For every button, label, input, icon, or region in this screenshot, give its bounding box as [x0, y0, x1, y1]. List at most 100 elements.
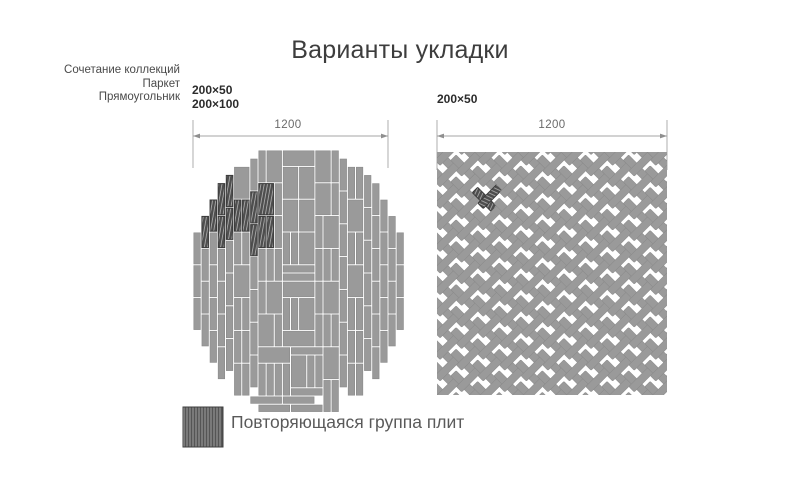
- herringbone-plank: [602, 403, 629, 430]
- herringbone-plank: [478, 117, 505, 144]
- herringbone-plank: [710, 327, 737, 354]
- herringbone-plank: [710, 392, 737, 419]
- herringbone-plank: [494, 112, 521, 139]
- herringbone-plank: [731, 360, 758, 387]
- herringbone-plank: [429, 425, 456, 452]
- herringbone-plank: [413, 106, 440, 133]
- spec-value-parquet: 200×50: [192, 83, 233, 97]
- herringbone-plank: [494, 414, 521, 441]
- herringbone-plank: [737, 246, 764, 273]
- parquet-tile: [396, 265, 404, 298]
- parquet-tile: [258, 404, 290, 412]
- herringbone-plank: [537, 392, 564, 395]
- herringbone-plank: [710, 155, 737, 182]
- herringbone-plank: [688, 144, 715, 171]
- herringbone-plank: [694, 95, 721, 122]
- parquet-tile: [372, 347, 380, 380]
- herringbone-plank: [521, 95, 548, 122]
- parquet-tile: [234, 363, 242, 396]
- herringbone-plank: [672, 365, 699, 392]
- herringbone-plank: [386, 187, 413, 214]
- parquet-tile: [299, 232, 315, 265]
- herringbone-plank: [515, 425, 542, 452]
- parquet-tile: [372, 216, 380, 248]
- parquet-tile: [226, 273, 234, 306]
- herringbone-plank: [731, 187, 758, 214]
- herringbone-plank: [408, 176, 435, 203]
- parquet-tile: [282, 298, 291, 330]
- parquet-tile: [250, 322, 258, 355]
- parquet-tile: [347, 330, 356, 363]
- panel-random-parquet: [193, 150, 404, 412]
- parquet-tile: [331, 150, 339, 183]
- herringbone-plank: [408, 112, 435, 139]
- herringbone-plank: [715, 192, 742, 219]
- parquet-tile: [234, 265, 250, 298]
- herringbone-plank: [564, 152, 591, 166]
- repeating-group-tile: [209, 199, 218, 232]
- herringbone-plank: [715, 128, 742, 155]
- herringbone-plank: [715, 451, 742, 478]
- parquet-tile: [347, 232, 356, 265]
- parquet-tile: [331, 183, 339, 216]
- herringbone-plank: [559, 101, 586, 128]
- parquet-tile: [323, 380, 331, 412]
- herringbone-plank: [386, 166, 413, 193]
- parquet-tile: [217, 248, 226, 281]
- herringbone-plank: [521, 152, 548, 166]
- parquet-tile: [290, 355, 307, 388]
- herringbone-plank: [731, 209, 758, 236]
- herringbone-plank: [392, 333, 419, 360]
- herringbone-plank: [731, 468, 758, 495]
- herringbone-plank: [437, 300, 440, 328]
- herringbone-plank: [408, 241, 435, 268]
- dimension-line-left: [192, 120, 389, 168]
- herringbone-plank: [494, 457, 521, 484]
- herringbone-plank: [710, 284, 737, 311]
- parquet-tile: [282, 330, 315, 347]
- parquet-tile: [364, 240, 372, 273]
- herringbone-plank: [694, 225, 721, 252]
- repeating-group-tile: [217, 183, 226, 216]
- parquet-tile: [331, 248, 339, 281]
- herringbone-plank: [537, 457, 564, 484]
- herringbone-plank: [737, 440, 764, 467]
- herringbone-plank: [694, 139, 721, 166]
- herringbone-plank: [737, 376, 764, 403]
- parquet-tile: [282, 150, 315, 166]
- herringbone-plank: [408, 284, 435, 311]
- parquet-tile: [242, 330, 250, 363]
- herringbone-plank: [437, 343, 440, 371]
- herringbone-plank: [737, 354, 764, 381]
- herringbone-plank: [672, 343, 699, 370]
- herringbone-plank: [580, 435, 607, 462]
- herringbone-plank: [710, 198, 737, 225]
- herringbone-plank: [710, 263, 737, 290]
- herringbone-plank: [688, 381, 715, 408]
- herringbone-plank: [737, 182, 764, 209]
- herringbone-plank: [650, 375, 667, 395]
- herringbone-plank: [710, 133, 737, 160]
- herringbone-plank: [672, 300, 699, 327]
- herringbone-plank: [672, 149, 699, 176]
- herringbone-plank: [435, 419, 462, 446]
- herringbone-plank: [559, 446, 586, 473]
- parquet-tile: [388, 281, 396, 314]
- herringbone-plank: [392, 397, 419, 424]
- herringbone-plank: [408, 198, 435, 225]
- herringbone-plank: [731, 425, 758, 452]
- herringbone-plank: [715, 214, 742, 241]
- herringbone-plank: [472, 425, 499, 452]
- herringbone-plank: [437, 152, 440, 177]
- herringbone-plank: [688, 317, 715, 344]
- parquet-tile: [290, 347, 323, 355]
- herringbone-plank: [429, 101, 456, 128]
- herringbone-plank: [629, 430, 656, 457]
- herringbone-plank: [386, 403, 413, 430]
- herringbone-plank: [408, 349, 435, 376]
- herringbone-plank: [629, 451, 656, 478]
- parquet-tile: [339, 158, 347, 191]
- herringbone-plank: [715, 106, 742, 133]
- herringbone-plank: [715, 236, 742, 263]
- herringbone-plank: [392, 182, 419, 209]
